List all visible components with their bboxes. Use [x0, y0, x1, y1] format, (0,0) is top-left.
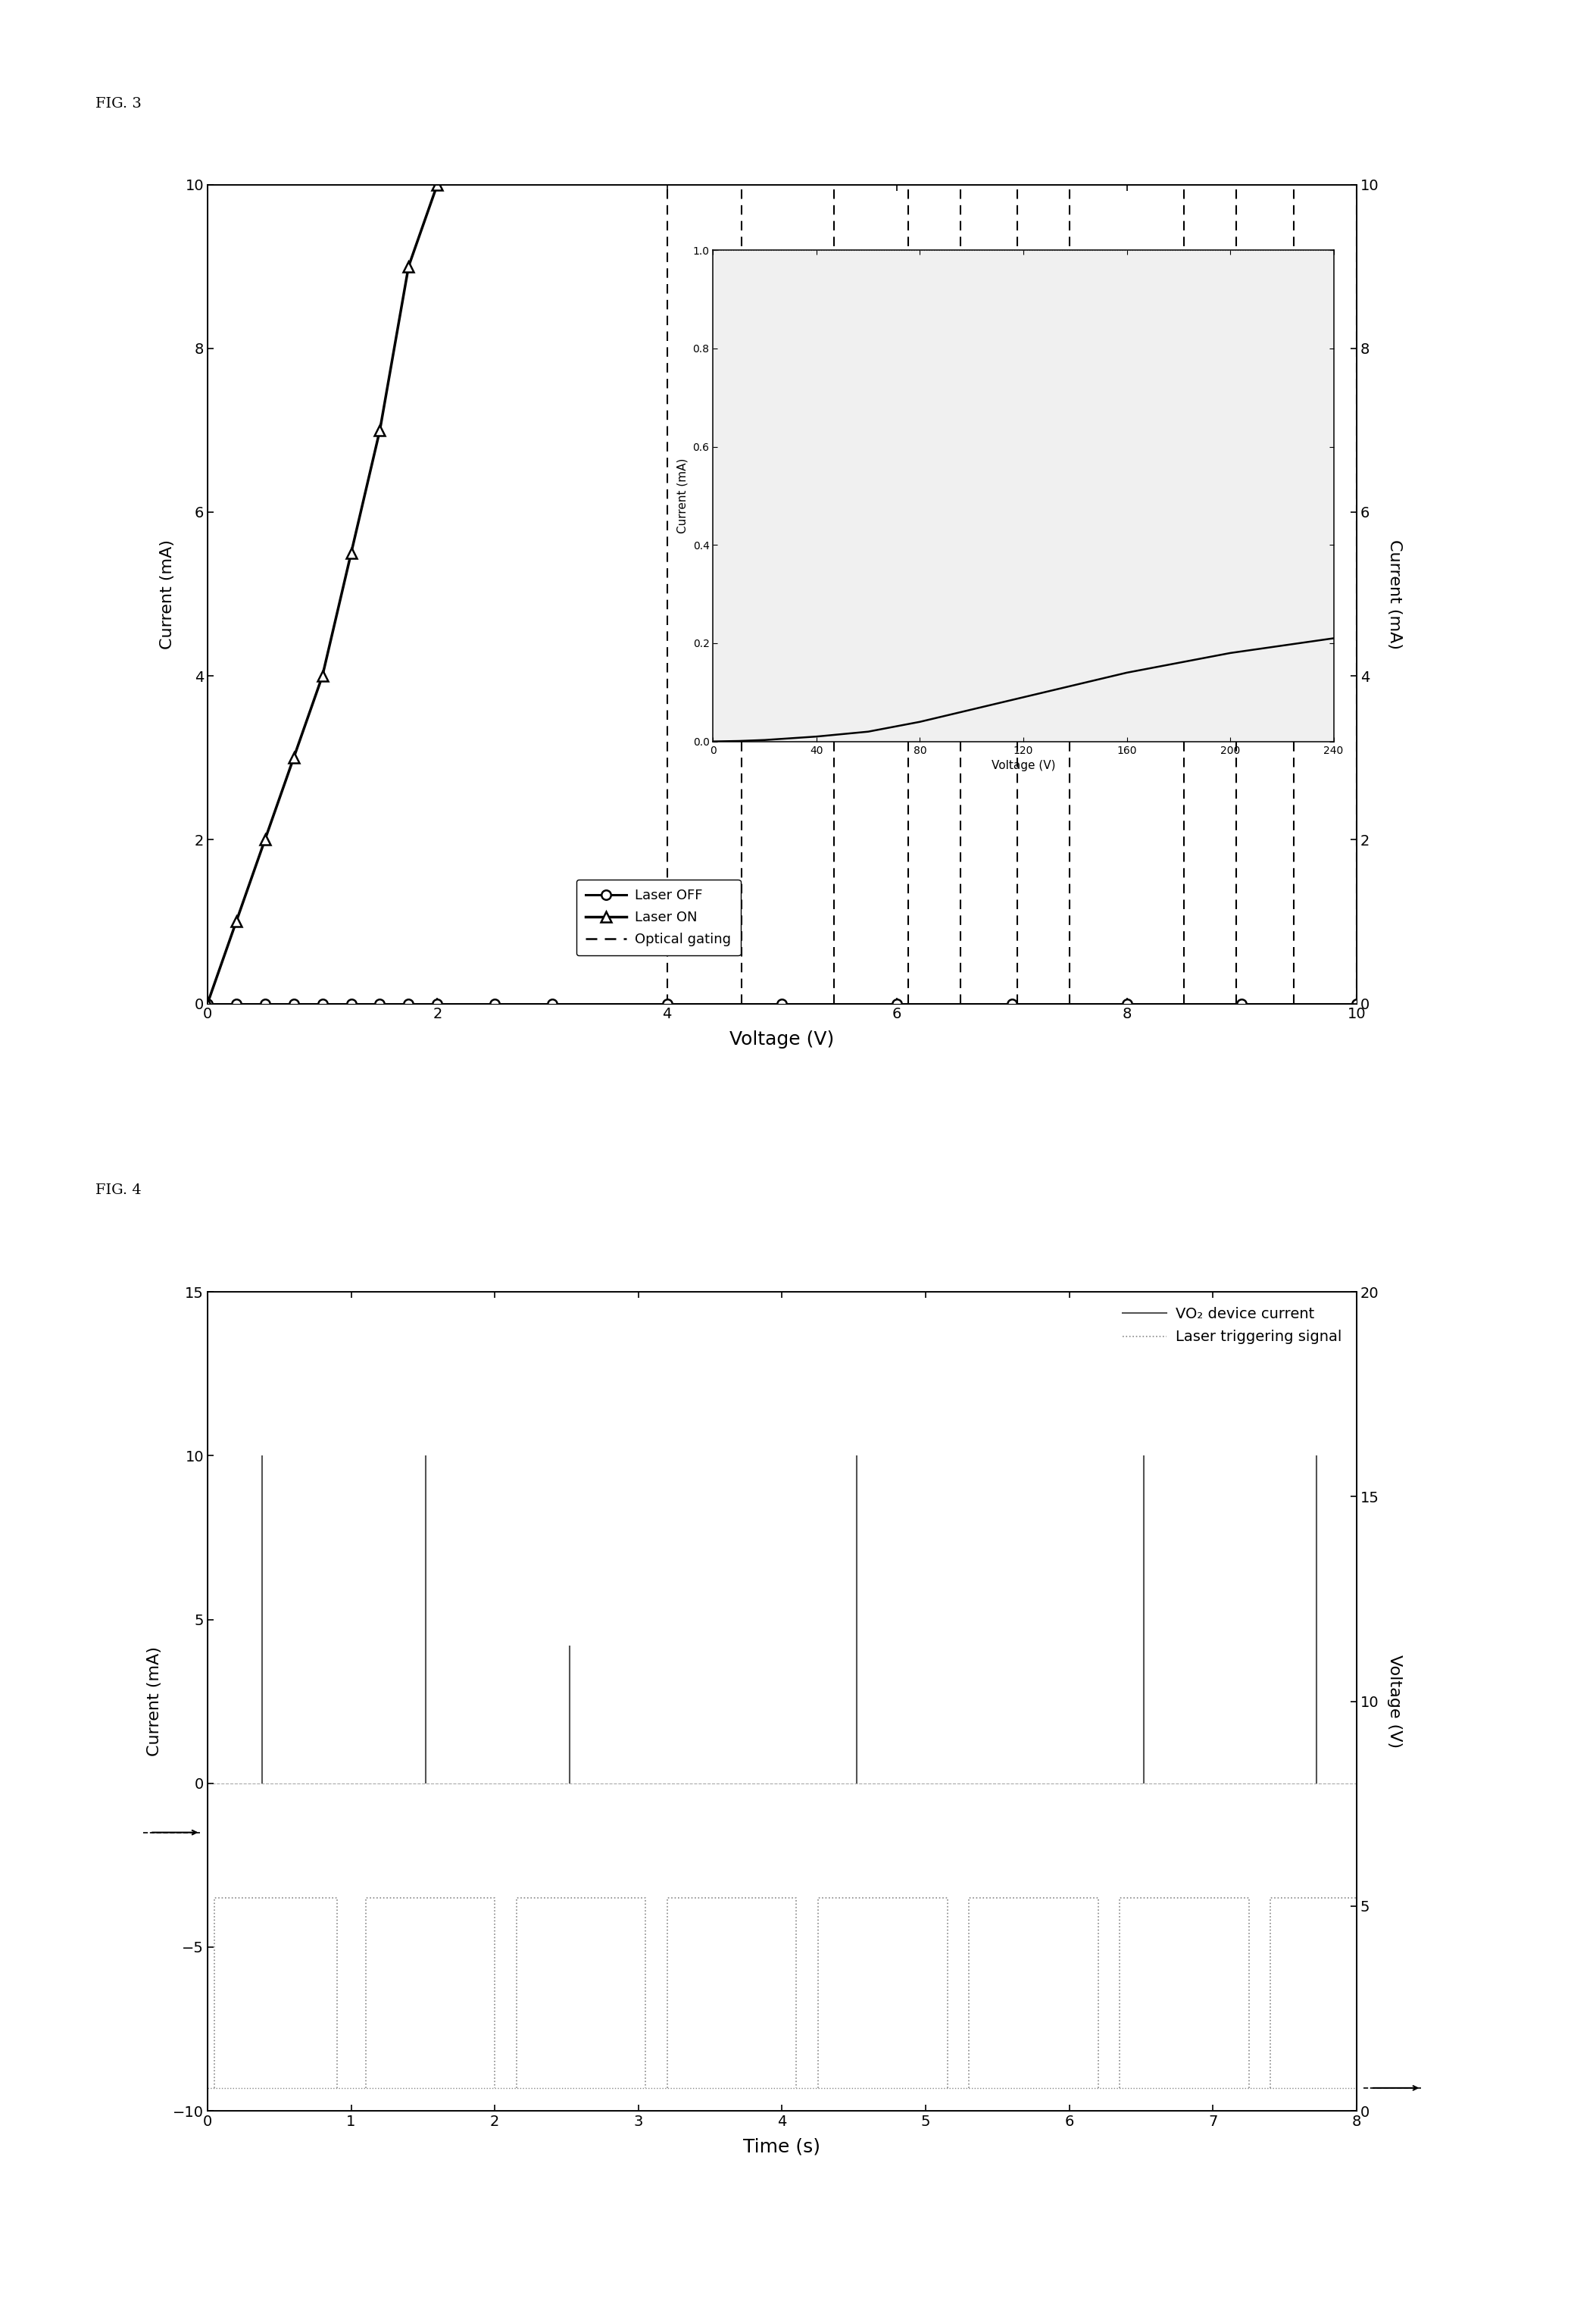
Y-axis label: Voltage (V): Voltage (V) — [1387, 1654, 1403, 1749]
Legend: Laser OFF, Laser ON, Optical gating: Laser OFF, Laser ON, Optical gating — [576, 879, 741, 955]
X-axis label: Voltage (V): Voltage (V) — [729, 1029, 835, 1047]
X-axis label: Time (s): Time (s) — [744, 2136, 820, 2155]
Legend: VO₂ device current, Laser triggering signal: VO₂ device current, Laser triggering sig… — [1116, 1299, 1349, 1352]
Y-axis label: Current (mA): Current (mA) — [147, 1647, 163, 1756]
Y-axis label: Current (mA): Current (mA) — [160, 540, 174, 648]
Text: FIG. 3: FIG. 3 — [96, 97, 142, 111]
Text: FIG. 4: FIG. 4 — [96, 1183, 142, 1197]
Y-axis label: Current (mA): Current (mA) — [1387, 540, 1401, 648]
